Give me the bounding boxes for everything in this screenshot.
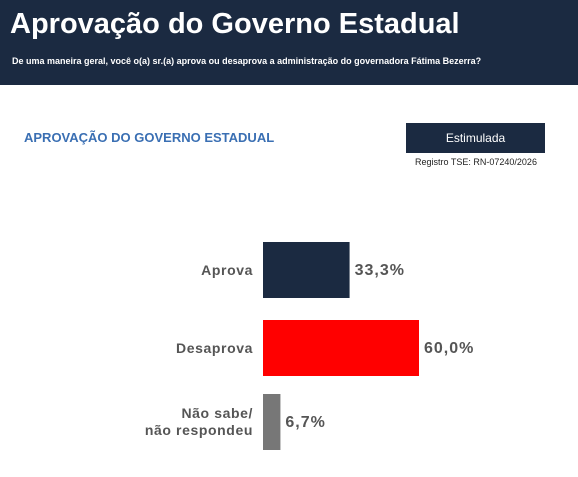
badge: Estimulada bbox=[406, 123, 545, 153]
category-label: Não sabe/ não respondeu bbox=[144, 405, 253, 438]
section-title: APROVAÇÃO DO GOVERNO ESTADUAL bbox=[24, 130, 275, 145]
value-label: 33,3% bbox=[355, 262, 405, 279]
subtitle: De uma maneira geral, você o(a) sr.(a) a… bbox=[12, 56, 482, 66]
value-label: 6,7% bbox=[285, 414, 325, 431]
category-label: Desaprova bbox=[176, 339, 253, 356]
header: Aprovação do Governo Estadual De uma man… bbox=[0, 0, 578, 85]
note: Registro TSE: RN-07240/2026 bbox=[415, 157, 537, 167]
category-label: Aprova bbox=[201, 261, 253, 278]
bar bbox=[263, 242, 350, 298]
title: Aprovação do Governo Estadual bbox=[10, 8, 460, 40]
bar bbox=[263, 320, 419, 376]
value-label: 60,0% bbox=[424, 340, 474, 357]
bar bbox=[263, 394, 281, 450]
